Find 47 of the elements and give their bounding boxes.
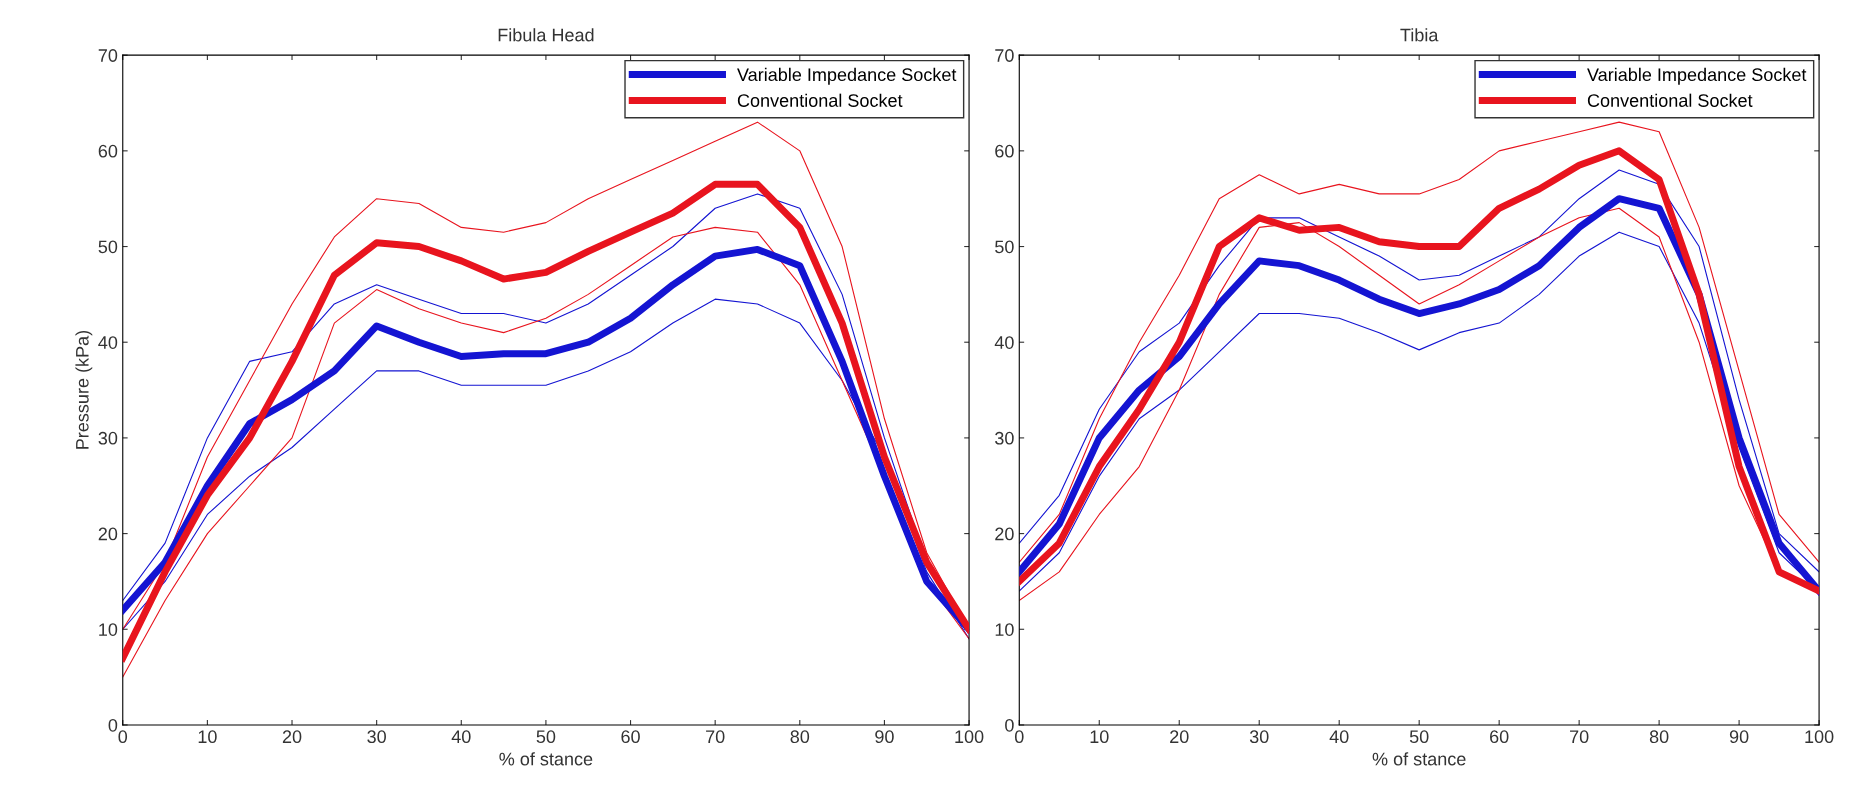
x-tick-label: 30 [367,730,386,744]
y-tick-label: 10 [995,623,1014,636]
x-tick-label: 20 [1170,730,1189,744]
x-tick-label: 90 [1729,730,1749,744]
y-axis-title: Pressure (kPa) [75,330,93,449]
x-tick-label: 80 [790,730,810,744]
y-tick-label: 70 [995,49,1014,62]
x-tick-label: 50 [1409,730,1429,744]
x-axis-title: % of stance [1372,752,1466,766]
x-tick-label: 30 [1249,730,1269,744]
x-tick-label: 60 [621,730,640,744]
y-tick-label: 60 [995,144,1014,158]
x-tick-label: 60 [1490,730,1509,744]
y-tick-label: 30 [995,431,1014,445]
chart-title: Tibia [1400,28,1439,42]
x-tick-label: 100 [1805,730,1834,744]
y-tick-label: 0 [108,718,118,732]
x-tick-label: 70 [1570,730,1589,744]
x-tick-label: 40 [1329,730,1349,744]
y-tick-label: 30 [98,431,118,445]
y-tick-label: 10 [99,623,118,636]
y-tick-label: 70 [98,49,118,62]
legend-label: Conventional Socket [737,93,903,107]
x-tick-label: 90 [875,730,894,744]
x-axis-title: % of stance [499,752,593,766]
x-tick-label: 50 [536,730,556,744]
y-tick-label: 50 [995,240,1014,254]
x-tick-label: 0 [118,730,128,744]
x-tick-label: 10 [1090,730,1109,744]
legend-label: Variable Impedance Socket [737,67,957,85]
y-tick-label: 0 [1005,718,1014,732]
legend-label: Conventional Socket [1587,93,1753,107]
y-tick-label: 60 [98,144,118,158]
x-tick-label: 70 [706,730,725,744]
y-tick-label: 40 [994,336,1014,349]
y-tick-label: 20 [98,527,118,541]
x-tick-label: 0 [1014,730,1024,744]
x-tick-label: 100 [955,730,984,744]
y-tick-label: 20 [995,527,1014,541]
x-tick-label: 10 [198,730,217,744]
legend-label: Variable Impedance Socket [1587,67,1807,85]
x-tick-label: 20 [282,730,302,744]
y-tick-label: 50 [98,240,118,254]
x-tick-label: 40 [451,730,471,744]
y-tick-label: 40 [98,336,118,349]
x-tick-label: 80 [1649,730,1669,744]
chart-title: Fibula Head [498,28,594,42]
